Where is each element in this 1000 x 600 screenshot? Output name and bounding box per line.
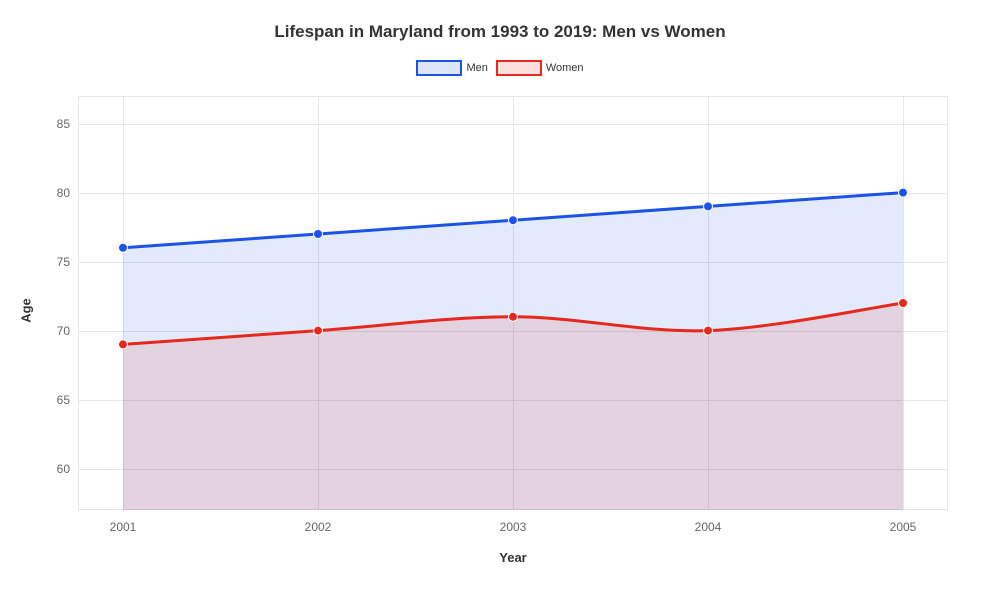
y-tick-label: 60 (48, 462, 70, 476)
x-tick-label: 2004 (695, 520, 722, 534)
legend-item-men[interactable]: Men (416, 60, 487, 76)
y-tick-label: 75 (48, 255, 70, 269)
plot-area (78, 96, 948, 510)
x-tick-label: 2005 (890, 520, 917, 534)
legend-swatch-men (416, 60, 462, 76)
legend-label-men: Men (466, 62, 487, 74)
legend-label-women: Women (546, 62, 584, 74)
y-axis-title: Age (19, 298, 34, 323)
y-tick-label: 85 (48, 117, 70, 131)
marker-women[interactable] (119, 340, 128, 349)
marker-men[interactable] (899, 188, 908, 197)
marker-men[interactable] (509, 216, 518, 225)
marker-women[interactable] (704, 326, 713, 335)
marker-men[interactable] (704, 202, 713, 211)
legend-item-women[interactable]: Women (496, 60, 584, 76)
chart-title: Lifespan in Maryland from 1993 to 2019: … (0, 0, 1000, 42)
y-tick-label: 80 (48, 186, 70, 200)
y-tick-label: 65 (48, 393, 70, 407)
marker-women[interactable] (899, 299, 908, 308)
marker-men[interactable] (119, 243, 128, 252)
plot-svg (78, 96, 948, 510)
marker-men[interactable] (314, 230, 323, 239)
chart-container: Lifespan in Maryland from 1993 to 2019: … (0, 0, 1000, 600)
legend: Men Women (0, 60, 1000, 76)
x-axis-title: Year (499, 550, 526, 565)
marker-women[interactable] (509, 312, 518, 321)
x-tick-label: 2003 (500, 520, 527, 534)
x-tick-label: 2002 (305, 520, 332, 534)
marker-women[interactable] (314, 326, 323, 335)
x-tick-label: 2001 (110, 520, 137, 534)
y-tick-label: 70 (48, 324, 70, 338)
legend-swatch-women (496, 60, 542, 76)
